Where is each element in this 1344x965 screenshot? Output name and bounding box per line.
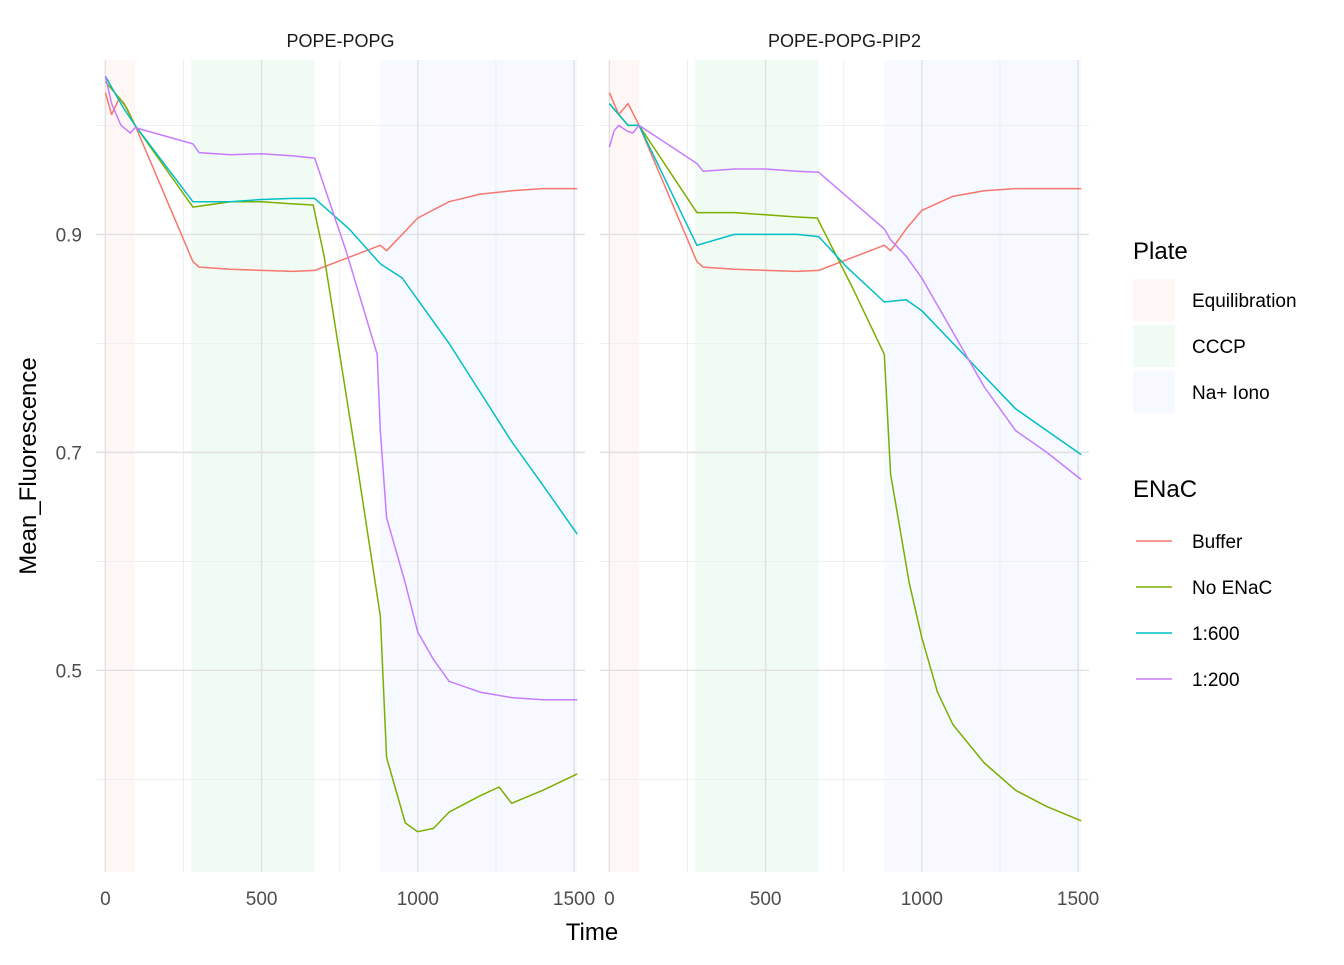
phase-band-equilibration	[609, 60, 640, 872]
series-line-no-enac	[608, 103, 1082, 822]
x-tick-label: 1000	[901, 889, 943, 910]
panel-pope-popg-pip2: POPE-POPG-PIP2 0 500 1000 1500	[600, 31, 1099, 910]
phase-band-na-iono	[884, 60, 1082, 872]
legend-label-no-enac: No ENaC	[1192, 578, 1272, 599]
series-line-1-600	[104, 75, 578, 535]
phase-band-equilibration	[105, 60, 136, 872]
x-tick-label: 1500	[553, 889, 595, 910]
legend-label-1-200: 1:200	[1192, 670, 1240, 691]
legend-label-cccp: CCCP	[1192, 337, 1246, 358]
y-tick-label: 0.5	[56, 661, 82, 682]
y-tick-label: 0.9	[56, 225, 82, 246]
phase-band-na-iono	[380, 60, 578, 872]
x-tick-label: 500	[750, 889, 782, 910]
legend-label-1-600: 1:600	[1192, 624, 1240, 645]
x-tick-label: 500	[246, 889, 278, 910]
phase-band-cccp	[695, 60, 819, 872]
legend: Plate Equilibration CCCP Na+ Iono ENaC B…	[1133, 238, 1297, 691]
legend-key-cccp	[1133, 325, 1175, 367]
series-line-no-enac	[104, 81, 578, 833]
facet-title: POPE-POPG-PIP2	[768, 31, 921, 51]
series-line-1-200	[104, 76, 578, 701]
facet-title: POPE-POPG	[286, 31, 394, 51]
panel-pope-popg: POPE-POPG 0 500 1000 1500 0.5 0.7 0.9	[56, 31, 596, 910]
legend-label-equilibration: Equilibration	[1192, 291, 1297, 312]
x-tick-label: 0	[100, 889, 111, 910]
x-axis-title: Time	[566, 919, 618, 946]
series-line-1-200	[608, 124, 1082, 481]
x-tick-label: 1000	[397, 889, 439, 910]
legend-key-na-iono	[1133, 371, 1175, 413]
legend-key-equilibration	[1133, 279, 1175, 321]
y-axis-title: Mean_Fluorescence	[15, 357, 42, 574]
series-line-1-600	[608, 103, 1082, 456]
x-tick-label: 0	[604, 889, 615, 910]
legend-label-na-iono: Na+ Iono	[1192, 383, 1270, 404]
legend-title-plate: Plate	[1133, 238, 1188, 265]
phase-band-cccp	[191, 60, 315, 872]
legend-label-buffer: Buffer	[1192, 532, 1243, 553]
y-tick-label: 0.7	[56, 443, 82, 464]
legend-title-enac: ENaC	[1133, 476, 1197, 503]
x-tick-label: 1500	[1057, 889, 1099, 910]
